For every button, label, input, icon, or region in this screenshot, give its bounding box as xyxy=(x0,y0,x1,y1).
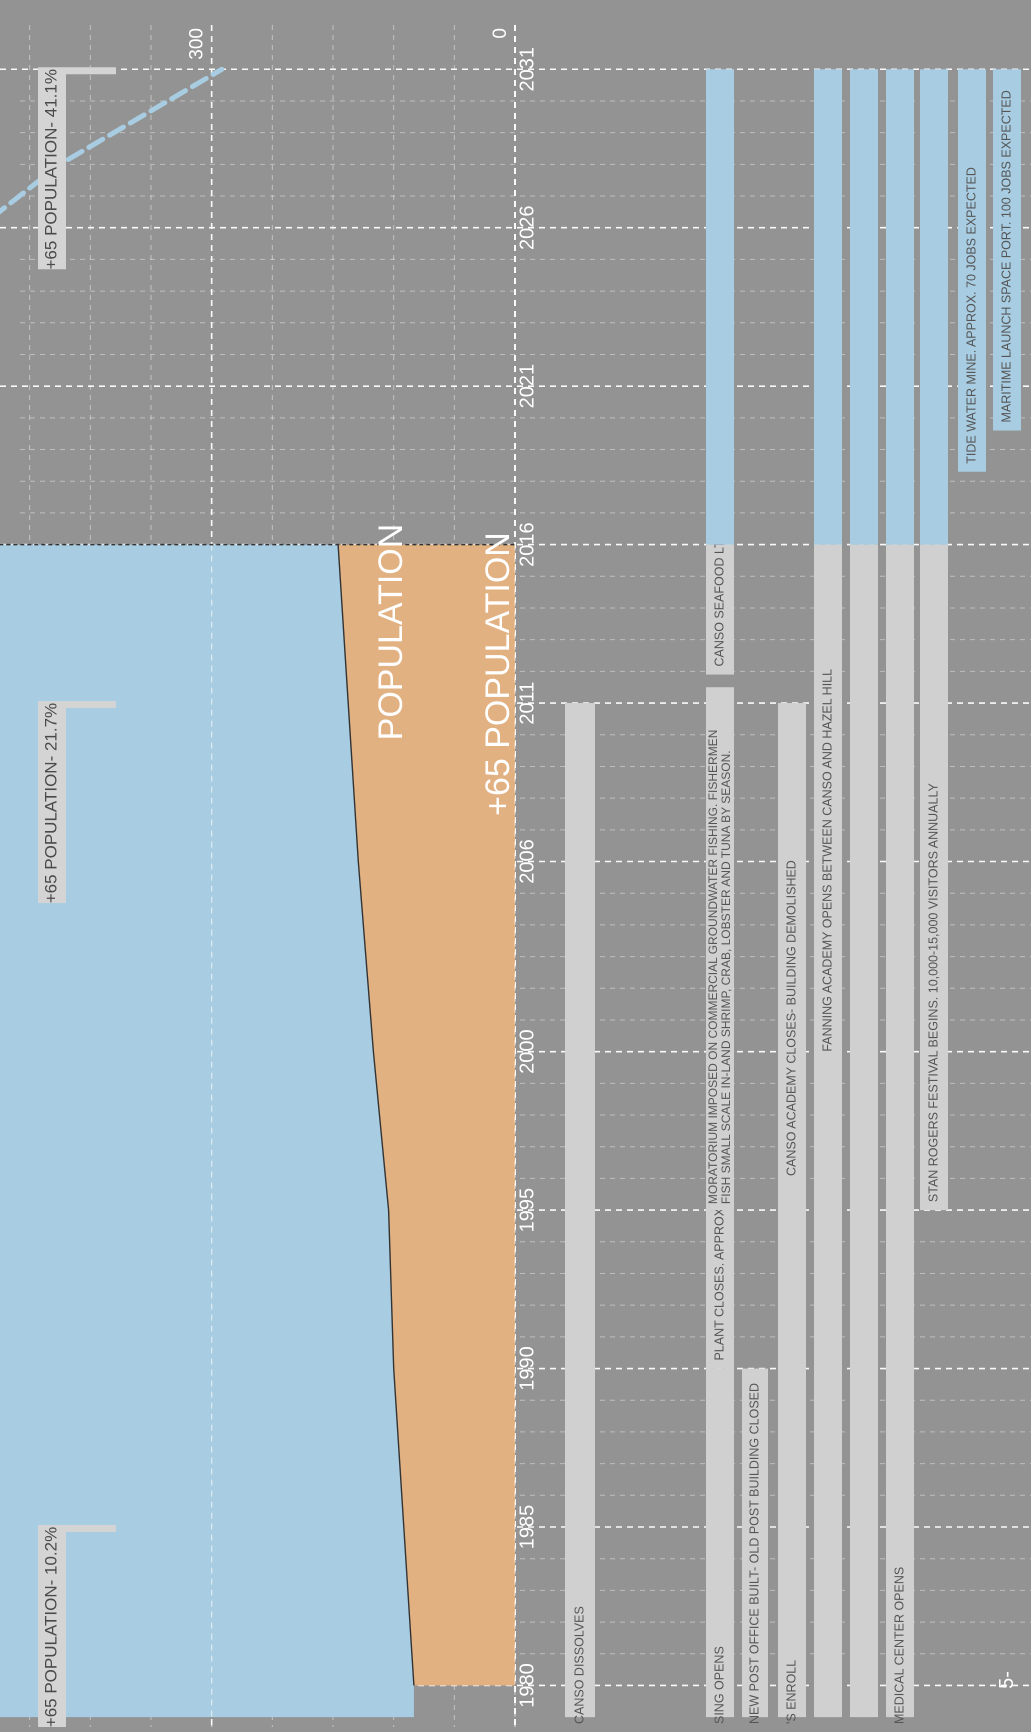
senior-percentage-annotations: +65 POPULATION- 10.2% +65 POPULATION- 21.… xyxy=(38,67,116,1727)
axis-ticks: 0300600900120015001800198019851990199520… xyxy=(187,28,539,1708)
annotation-tag xyxy=(38,703,66,904)
timeline-label: MARITIME LAUNCH SPACE PORT. 100 JOBS EXP… xyxy=(999,90,1013,422)
year-tick-label: 1990 xyxy=(516,1346,538,1391)
timeline-bar xyxy=(850,69,878,545)
timeline-bar xyxy=(920,69,948,545)
timeline-label: MORATORIUM IMPOSED ON COMMERCIAL GROUNDW… xyxy=(706,730,720,1204)
annotation-bracket xyxy=(38,67,116,75)
population-label: POPULATION xyxy=(372,524,410,741)
timeline-bar xyxy=(886,69,914,545)
year-tick-label: 2016 xyxy=(516,522,538,567)
population-areas: POPULATION +65 POPULATION xyxy=(0,66,517,1727)
timeline-bar xyxy=(706,69,734,545)
year-tick-label: 1995 xyxy=(516,1188,538,1233)
timeline-bar xyxy=(742,1368,768,1718)
timeline-label: STAN ROGERS FESTIVAL BEGINS. 10,000-15,0… xyxy=(926,783,940,1203)
senior-population-line xyxy=(337,544,415,1686)
annotation-text: +65 POPULATION- 41.1% xyxy=(41,69,60,269)
timeline-label: MEDICAL CENTER OPENS xyxy=(892,1567,906,1724)
timeline-label: NEW POST OFFICE BUILT- OLD POST BUILDING… xyxy=(747,1383,761,1724)
timeline-bar xyxy=(778,703,806,1718)
year-tick-label: 2011 xyxy=(516,682,538,725)
value-tick-label: 0 xyxy=(490,28,511,39)
annotation-text: +65 POPULATION- 21.7% xyxy=(41,703,60,903)
annotation-tag xyxy=(38,1527,66,1727)
year-tick-label: 2031 xyxy=(516,47,538,92)
timeline-label: TIDE WATER MINE. APPROX. 70 JOBS EXPECTE… xyxy=(964,167,978,464)
year-tick-label: 2006 xyxy=(516,839,538,884)
year-tick-label: 2000 xyxy=(516,1029,538,1074)
page-number: 5- xyxy=(996,1671,1018,1689)
timeline-bar xyxy=(706,544,734,675)
annotation-bracket xyxy=(38,701,116,709)
timeline-bar xyxy=(706,1368,734,1718)
timeline-label-far: FANNING ACADEMY OPENS BETWEEN CANSO AND … xyxy=(820,669,834,1052)
timeline-bar xyxy=(993,69,1021,431)
annotation-bracket xyxy=(38,1525,116,1532)
projection-line-1 xyxy=(0,66,225,215)
year-tick-label: 2026 xyxy=(516,205,538,250)
timeline-bar xyxy=(886,544,914,1718)
timeline-bar xyxy=(814,544,842,1718)
timeline-bar xyxy=(706,1210,734,1369)
senior-population-label: +65 POPULATION xyxy=(479,532,517,816)
timeline-bar xyxy=(565,703,595,1718)
value-tick-label: 300 xyxy=(187,28,208,60)
timeline-bar xyxy=(920,544,948,1211)
timeline-label-line2: FISH SMALL SCALE IN-LAND SHRIMP, CRAB, L… xyxy=(719,750,733,1204)
timeline-label: 'S ENROLL xyxy=(784,1660,798,1724)
timeline-bar xyxy=(850,544,878,1718)
senior-population-area xyxy=(338,544,515,1686)
timeline-label: CANSO DISSOLVES xyxy=(572,1606,586,1724)
population-area xyxy=(0,544,414,1718)
timeline-label-far: CANSO ACADEMY CLOSES- BUILDING DEMOLISHE… xyxy=(784,860,798,1176)
annotation-tag xyxy=(38,69,66,270)
annotation-text: +65 POPULATION- 10.2% xyxy=(41,1527,60,1727)
year-tick-label: 1980 xyxy=(516,1663,538,1708)
year-tick-label: 1985 xyxy=(516,1505,538,1550)
timeline-bar xyxy=(814,69,842,545)
timeline-bar xyxy=(958,69,986,472)
year-tick-label: 2021 xyxy=(516,364,538,409)
timeline-label: SING OPENS xyxy=(712,1646,726,1724)
timeline-bar xyxy=(706,687,734,1211)
